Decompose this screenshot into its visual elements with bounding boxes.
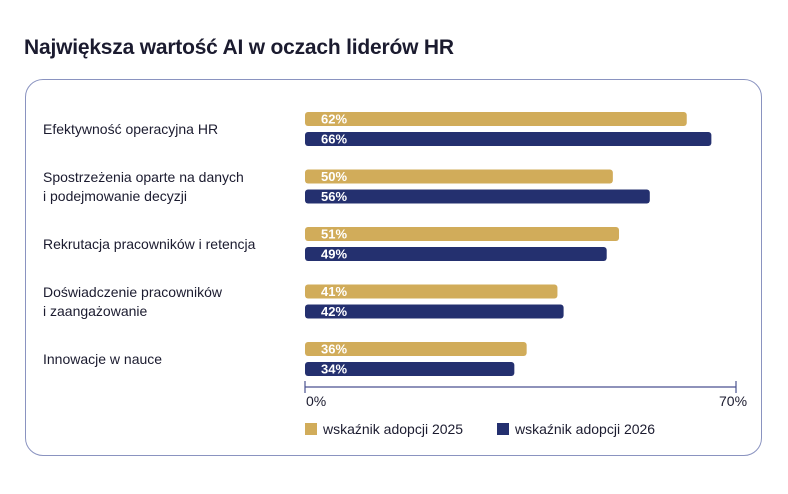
bar-2026 (305, 189, 650, 204)
bar-2025 (305, 284, 558, 299)
bar-value-label: 34% (321, 362, 347, 377)
legend-swatch (497, 423, 509, 435)
legend-label: wskaźnik adopcji 2026 (514, 421, 655, 437)
legend-swatch (305, 423, 317, 435)
category-label: Innowacje w nauce (43, 351, 162, 367)
bar-value-label: 36% (321, 342, 347, 357)
bar-value-label: 42% (321, 304, 347, 319)
bar-value-label: 51% (321, 227, 347, 242)
category-label: i zaangażowanie (43, 303, 148, 319)
bar-2025 (305, 112, 687, 126)
bar-2025 (305, 227, 620, 241)
bar-value-label: 66% (321, 132, 347, 147)
bar-2026 (305, 304, 564, 319)
category-label: i podejmowanie decyzji (43, 188, 187, 204)
bar-2026 (305, 132, 712, 146)
bar-value-label: 49% (321, 247, 347, 262)
bar-value-label: 41% (321, 284, 347, 299)
x-tick-label: 70% (719, 393, 747, 409)
x-tick-label: 0% (306, 393, 326, 409)
category-label: Efektywność operacyjna HR (43, 121, 218, 137)
bar-2025 (305, 169, 613, 184)
chart-card (25, 79, 762, 456)
chart-title: Największa wartość AI w oczach liderów H… (24, 36, 454, 59)
bar-2026 (305, 362, 515, 376)
bar-value-label: 50% (321, 169, 347, 184)
category-label: Doświadczenie pracowników (43, 284, 223, 300)
bar-value-label: 56% (321, 189, 347, 204)
bar-2026 (305, 247, 607, 261)
bar-2025 (305, 342, 527, 356)
bar-value-label: 62% (321, 112, 347, 127)
legend-label: wskaźnik adopcji 2025 (322, 421, 463, 437)
category-label: Spostrzeżenia oparte na danych (43, 169, 244, 185)
category-label: Rekrutacja pracowników i retencja (43, 236, 256, 252)
